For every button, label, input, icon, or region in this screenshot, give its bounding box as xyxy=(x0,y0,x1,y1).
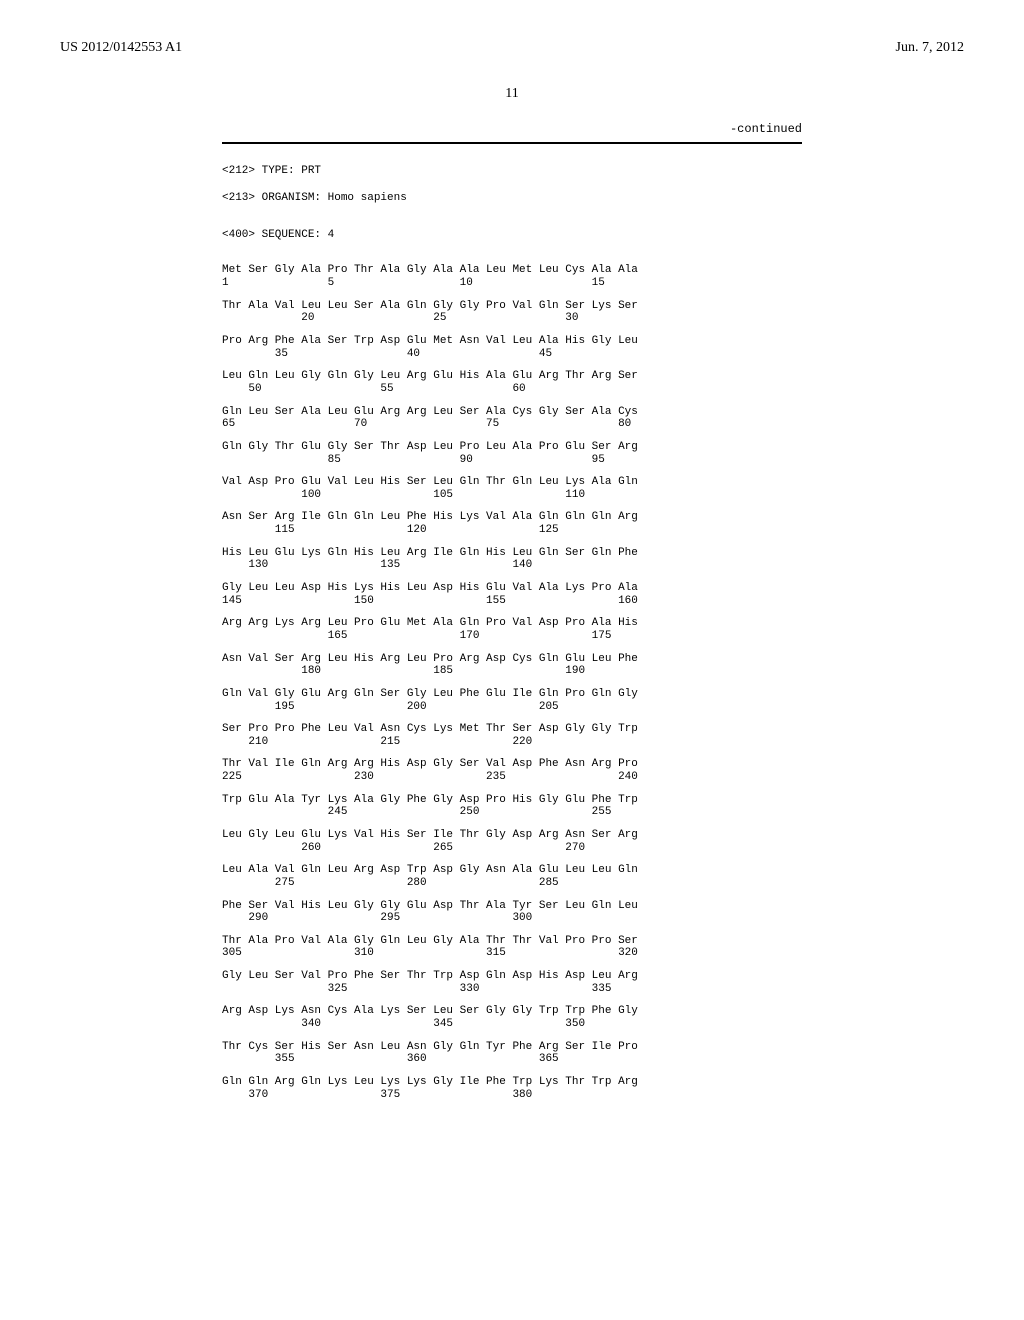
continued-label: -continued xyxy=(222,122,802,136)
page-number: 11 xyxy=(60,86,964,102)
position-line: 65 70 75 80 xyxy=(222,418,802,431)
meta-organism: <213> ORGANISM: Homo sapiens xyxy=(222,192,802,205)
sequence-row: Gln Val Gly Glu Arg Gln Ser Gly Leu Phe … xyxy=(222,688,802,713)
residue-line: Thr Ala Val Leu Leu Ser Ala Gln Gly Gly … xyxy=(222,300,802,313)
sequence-row: Thr Val Ile Gln Arg Arg His Asp Gly Ser … xyxy=(222,758,802,783)
meta-type: <212> TYPE: PRT xyxy=(222,165,802,178)
sequence-row: Arg Arg Lys Arg Leu Pro Glu Met Ala Gln … xyxy=(222,617,802,642)
sequence-row: Asn Val Ser Arg Leu His Arg Leu Pro Arg … xyxy=(222,653,802,678)
sequence-row: Gln Gly Thr Glu Gly Ser Thr Asp Leu Pro … xyxy=(222,441,802,466)
position-line: 85 90 95 xyxy=(222,454,802,467)
position-line: 180 185 190 xyxy=(222,665,802,678)
sequence-row: Val Asp Pro Glu Val Leu His Ser Leu Gln … xyxy=(222,476,802,501)
position-line: 290 295 300 xyxy=(222,912,802,925)
position-line: 195 200 205 xyxy=(222,701,802,714)
sequence-row: Ser Pro Pro Phe Leu Val Asn Cys Lys Met … xyxy=(222,723,802,748)
sequence-row: Thr Ala Val Leu Leu Ser Ala Gln Gly Gly … xyxy=(222,300,802,325)
position-line: 115 120 125 xyxy=(222,524,802,537)
residue-line: Gln Val Gly Glu Arg Gln Ser Gly Leu Phe … xyxy=(222,688,802,701)
position-line: 100 105 110 xyxy=(222,489,802,502)
position-line: 325 330 335 xyxy=(222,983,802,996)
residue-line: Thr Ala Pro Val Ala Gly Gln Leu Gly Ala … xyxy=(222,935,802,948)
residue-line: Thr Cys Ser His Ser Asn Leu Asn Gly Gln … xyxy=(222,1041,802,1054)
sequence-row: Leu Gly Leu Glu Lys Val His Ser Ile Thr … xyxy=(222,829,802,854)
meta-sequence: <400> SEQUENCE: 4 xyxy=(222,229,802,242)
sequence-row: Gln Gln Arg Gln Lys Leu Lys Lys Gly Ile … xyxy=(222,1076,802,1101)
position-line: 275 280 285 xyxy=(222,877,802,890)
sequence-row: Gly Leu Leu Asp His Lys His Leu Asp His … xyxy=(222,582,802,607)
position-line: 35 40 45 xyxy=(222,348,802,361)
position-line: 130 135 140 xyxy=(222,559,802,572)
sequence-row: Gln Leu Ser Ala Leu Glu Arg Arg Leu Ser … xyxy=(222,406,802,431)
residue-line: Asn Ser Arg Ile Gln Gln Leu Phe His Lys … xyxy=(222,511,802,524)
residue-line: Pro Arg Phe Ala Ser Trp Asp Glu Met Asn … xyxy=(222,335,802,348)
sequence-row: Leu Ala Val Gln Leu Arg Asp Trp Asp Gly … xyxy=(222,864,802,889)
position-line: 145 150 155 160 xyxy=(222,595,802,608)
residue-line: Gly Leu Leu Asp His Lys His Leu Asp His … xyxy=(222,582,802,595)
residue-line: Gly Leu Ser Val Pro Phe Ser Thr Trp Asp … xyxy=(222,970,802,983)
residue-line: Leu Gly Leu Glu Lys Val His Ser Ile Thr … xyxy=(222,829,802,842)
sequence-row: Thr Cys Ser His Ser Asn Leu Asn Gly Gln … xyxy=(222,1041,802,1066)
position-line: 355 360 365 xyxy=(222,1053,802,1066)
publication-date: Jun. 7, 2012 xyxy=(896,40,964,56)
sequence-listing: <212> TYPE: PRT <213> ORGANISM: Homo sap… xyxy=(222,152,802,1114)
rule-top xyxy=(222,142,802,144)
residue-line: Arg Arg Lys Arg Leu Pro Glu Met Ala Gln … xyxy=(222,617,802,630)
sequence-row: Phe Ser Val His Leu Gly Gly Glu Asp Thr … xyxy=(222,900,802,925)
sequence-row: Arg Asp Lys Asn Cys Ala Lys Ser Leu Ser … xyxy=(222,1005,802,1030)
residue-line: Thr Val Ile Gln Arg Arg His Asp Gly Ser … xyxy=(222,758,802,771)
residue-line: His Leu Glu Lys Gln His Leu Arg Ile Gln … xyxy=(222,547,802,560)
residue-line: Leu Ala Val Gln Leu Arg Asp Trp Asp Gly … xyxy=(222,864,802,877)
position-line: 370 375 380 xyxy=(222,1089,802,1102)
sequence-row: Asn Ser Arg Ile Gln Gln Leu Phe His Lys … xyxy=(222,511,802,536)
residue-line: Ser Pro Pro Phe Leu Val Asn Cys Lys Met … xyxy=(222,723,802,736)
sequence-row: Trp Glu Ala Tyr Lys Ala Gly Phe Gly Asp … xyxy=(222,794,802,819)
position-line: 20 25 30 xyxy=(222,312,802,325)
sequence-row: Met Ser Gly Ala Pro Thr Ala Gly Ala Ala … xyxy=(222,264,802,289)
residue-line: Asn Val Ser Arg Leu His Arg Leu Pro Arg … xyxy=(222,653,802,666)
position-line: 165 170 175 xyxy=(222,630,802,643)
residue-line: Trp Glu Ala Tyr Lys Ala Gly Phe Gly Asp … xyxy=(222,794,802,807)
residue-line: Gln Leu Ser Ala Leu Glu Arg Arg Leu Ser … xyxy=(222,406,802,419)
sequence-row: Thr Ala Pro Val Ala Gly Gln Leu Gly Ala … xyxy=(222,935,802,960)
page-header: US 2012/0142553 A1 Jun. 7, 2012 xyxy=(60,40,964,56)
residue-line: Val Asp Pro Glu Val Leu His Ser Leu Gln … xyxy=(222,476,802,489)
sequence-row: Gly Leu Ser Val Pro Phe Ser Thr Trp Asp … xyxy=(222,970,802,995)
position-line: 305 310 315 320 xyxy=(222,947,802,960)
residue-line: Arg Asp Lys Asn Cys Ala Lys Ser Leu Ser … xyxy=(222,1005,802,1018)
residue-line: Gln Gln Arg Gln Lys Leu Lys Lys Gly Ile … xyxy=(222,1076,802,1089)
position-line: 50 55 60 xyxy=(222,383,802,396)
publication-number: US 2012/0142553 A1 xyxy=(60,40,182,56)
sequence-row: Pro Arg Phe Ala Ser Trp Asp Glu Met Asn … xyxy=(222,335,802,360)
sequence-row: His Leu Glu Lys Gln His Leu Arg Ile Gln … xyxy=(222,547,802,572)
position-line: 245 250 255 xyxy=(222,806,802,819)
position-line: 1 5 10 15 xyxy=(222,277,802,290)
sequence-row: Leu Gln Leu Gly Gln Gly Leu Arg Glu His … xyxy=(222,370,802,395)
residue-line: Leu Gln Leu Gly Gln Gly Leu Arg Glu His … xyxy=(222,370,802,383)
position-line: 340 345 350 xyxy=(222,1018,802,1031)
position-line: 225 230 235 240 xyxy=(222,771,802,784)
residue-line: Gln Gly Thr Glu Gly Ser Thr Asp Leu Pro … xyxy=(222,441,802,454)
position-line: 210 215 220 xyxy=(222,736,802,749)
position-line: 260 265 270 xyxy=(222,842,802,855)
residue-line: Phe Ser Val His Leu Gly Gly Glu Asp Thr … xyxy=(222,900,802,913)
residue-line: Met Ser Gly Ala Pro Thr Ala Gly Ala Ala … xyxy=(222,264,802,277)
